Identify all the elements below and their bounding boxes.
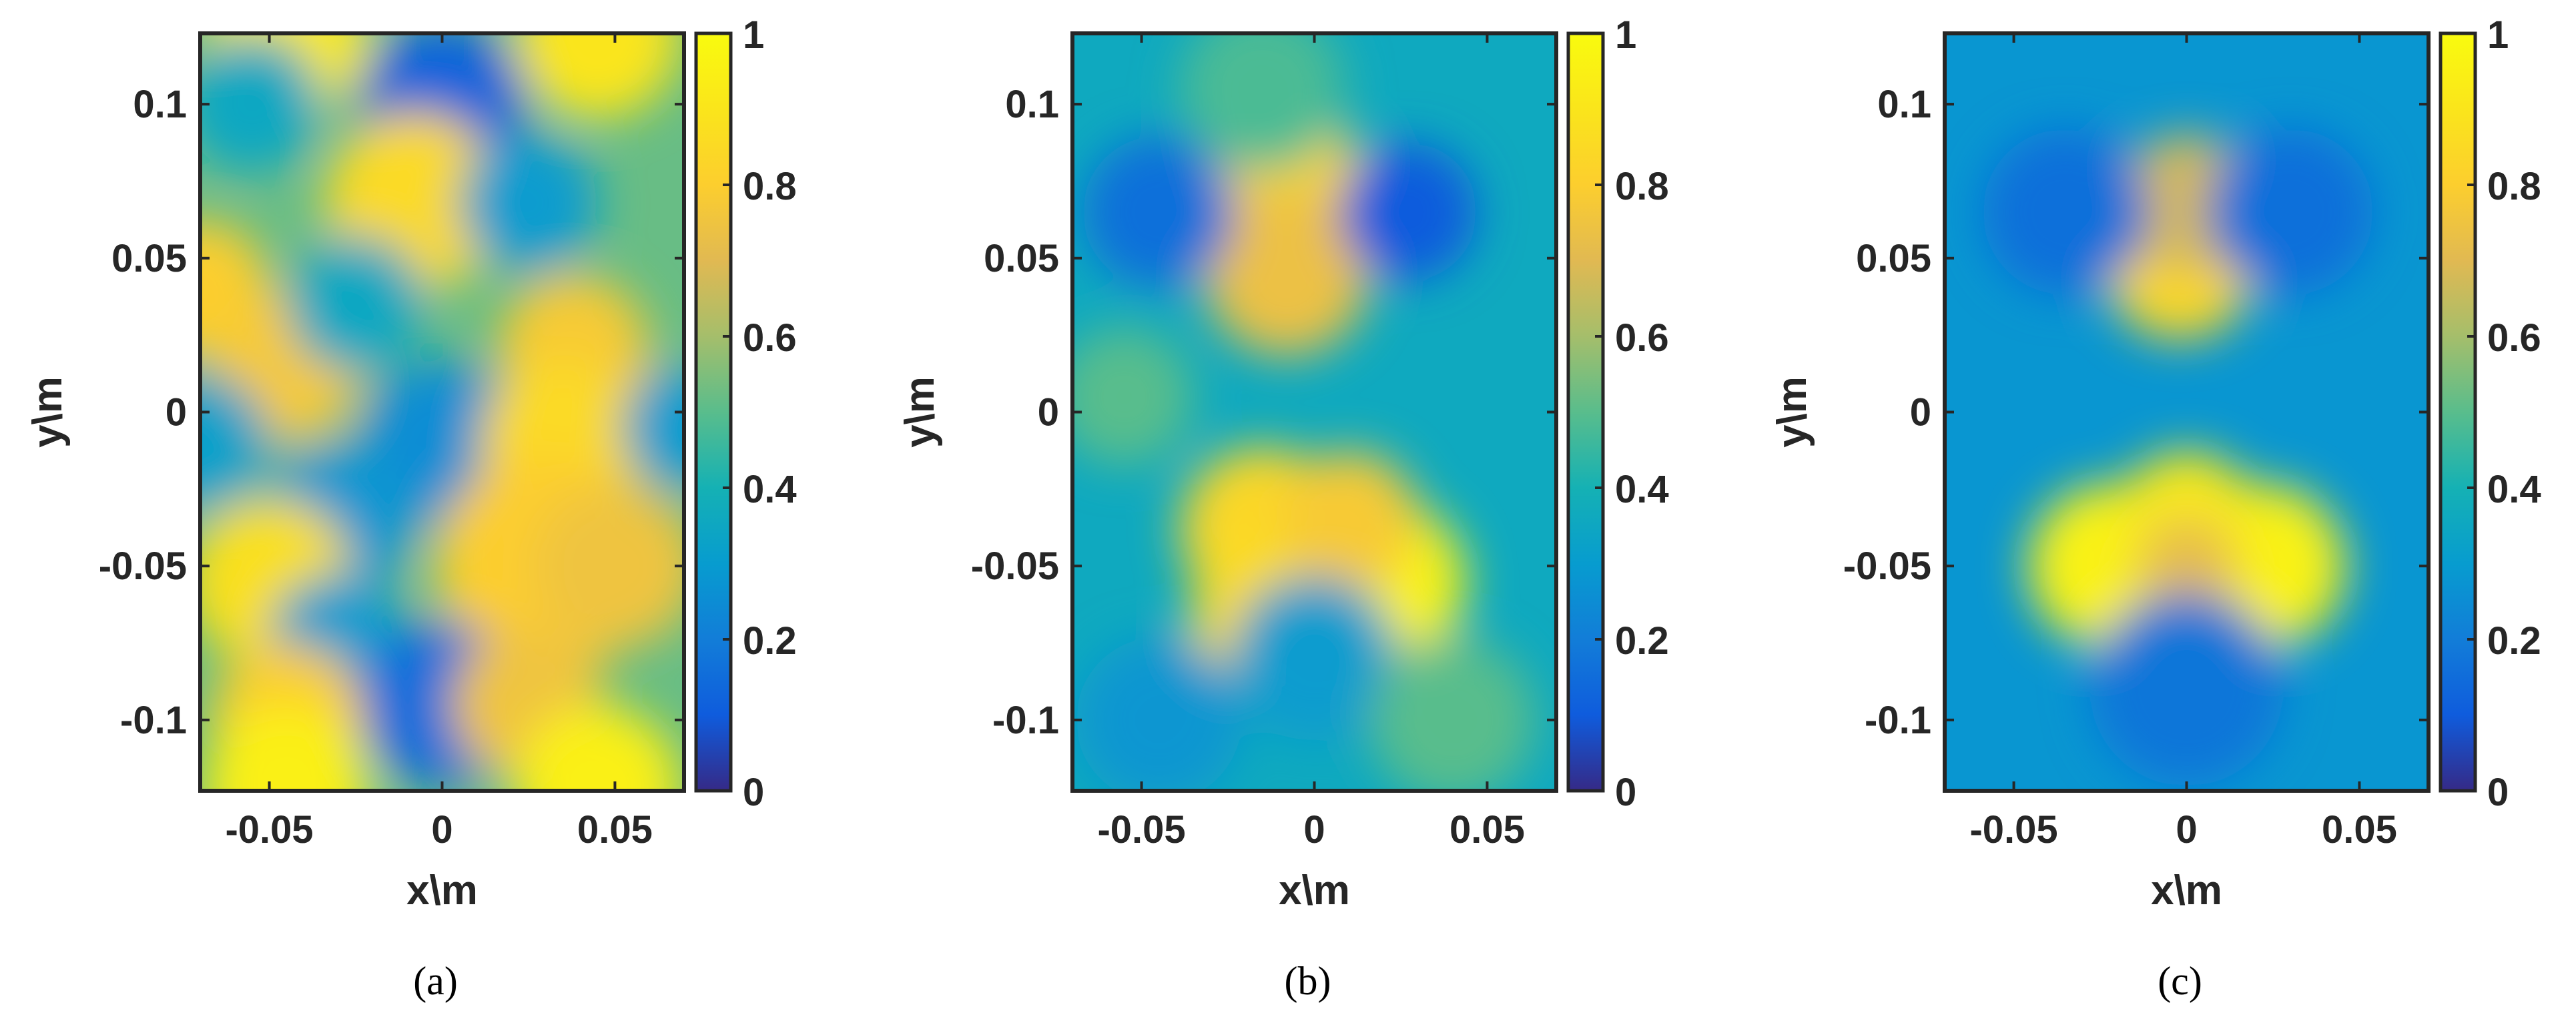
heatmap-blob bbox=[1982, 129, 2149, 295]
y-tick-label: 0 bbox=[1910, 391, 1931, 434]
colorbar-tick-label: 0.8 bbox=[2487, 165, 2541, 208]
heatmap-field bbox=[1072, 33, 1556, 791]
y-tick-label: 0.1 bbox=[133, 83, 187, 126]
heatmap-panels: -0.05 0 0.05 0.1 0.05 0 -0.05 -0.1 x\m y\m 1 0.8 0.6… bbox=[25, 13, 2541, 1003]
colorbar-tick-label: 0.6 bbox=[2487, 316, 2541, 360]
heatmap-blob bbox=[1279, 450, 1418, 589]
colorbar-tick-label: 0 bbox=[2487, 771, 2509, 814]
heatmap-blob bbox=[621, 365, 684, 490]
subfigure-caption: (c) bbox=[2158, 959, 2202, 1003]
colorbar bbox=[2439, 31, 2477, 793]
colorbar-tick-label: 0.2 bbox=[743, 619, 797, 663]
subfigure-caption: (b) bbox=[1285, 959, 1331, 1003]
heatmap-blob bbox=[204, 705, 370, 791]
y-tick-label: 0 bbox=[166, 391, 187, 434]
heatmap-blob bbox=[515, 705, 681, 791]
y-tick-label: 0.05 bbox=[984, 237, 1059, 280]
y-axis-label: y\m bbox=[25, 376, 71, 448]
colorbar-tick-label: 0 bbox=[1615, 771, 1636, 814]
heatmap-blob bbox=[515, 33, 681, 119]
heatmap-blob bbox=[1076, 637, 1242, 791]
colorbar-tick-label: 0.8 bbox=[1615, 165, 1669, 208]
x-axis-label: x\m bbox=[1279, 868, 1350, 914]
x-tick-label: 0.05 bbox=[2322, 808, 2397, 851]
heatmap-blob bbox=[459, 133, 598, 272]
x-tick-label: -0.05 bbox=[225, 808, 313, 851]
heatmap-panel: -0.05 0 0.05 0.1 0.05 0 -0.05 -0.1 x\m y\m 1 0.8 0.6… bbox=[1769, 13, 2541, 1003]
x-tick-label: 0 bbox=[431, 808, 452, 851]
x-tick-label: 0 bbox=[2176, 808, 2197, 851]
heatmap-blob bbox=[1203, 190, 1370, 357]
colorbar bbox=[1566, 31, 1605, 793]
heatmap-blob bbox=[2207, 129, 2374, 295]
x-tick-label: -0.05 bbox=[1969, 808, 2057, 851]
heatmap-field bbox=[1945, 33, 2429, 791]
y-tick-label: -0.1 bbox=[992, 699, 1059, 742]
colorbar-tick-label: 0.8 bbox=[743, 165, 797, 208]
heatmap-blob bbox=[200, 374, 270, 512]
subfigure-caption: (a) bbox=[413, 959, 458, 1003]
y-tick-label: 0.1 bbox=[1877, 83, 1931, 126]
y-tick-label: -0.05 bbox=[971, 545, 1059, 588]
heatmap-blob bbox=[532, 482, 684, 649]
y-tick-label: -0.05 bbox=[99, 545, 187, 588]
colorbar-tick-label: 0.4 bbox=[1615, 468, 1669, 511]
y-tick-label: 0.05 bbox=[1856, 237, 1931, 280]
x-axis-label: x\m bbox=[2151, 868, 2222, 914]
colorbar-tick-label: 0.4 bbox=[2487, 468, 2541, 511]
colorbar-tick-label: 1 bbox=[1615, 13, 1636, 57]
colorbar-tick-label: 0.2 bbox=[2487, 619, 2541, 663]
y-tick-label: 0.1 bbox=[1005, 83, 1059, 126]
colorbar-tick-label: 0.6 bbox=[743, 316, 797, 360]
heatmap-blob bbox=[1338, 143, 1477, 282]
heatmap-panel: -0.05 0 0.05 0.1 0.05 0 -0.05 -0.1 x\m y\m 1 0.8 0.6… bbox=[25, 13, 797, 1003]
y-tick-label: 0.05 bbox=[111, 237, 187, 280]
colorbar-tick-label: 0.2 bbox=[1615, 619, 1669, 663]
x-tick-label: 0.05 bbox=[1450, 808, 1525, 851]
x-tick-label: 0.05 bbox=[577, 808, 653, 851]
heatmap-blob bbox=[2089, 592, 2284, 786]
heatmap-blob bbox=[1231, 575, 1397, 741]
colorbar-tick-label: 0 bbox=[743, 771, 764, 814]
heatmap-field bbox=[200, 33, 684, 791]
heatmap-blob bbox=[200, 35, 322, 174]
colorbar bbox=[694, 31, 733, 793]
y-axis-label: y\m bbox=[897, 376, 943, 448]
heatmap-blob bbox=[286, 235, 425, 374]
y-tick-label: -0.05 bbox=[1843, 545, 1931, 588]
x-axis-label: x\m bbox=[406, 868, 478, 914]
y-axis-label: y\m bbox=[1769, 376, 1815, 448]
y-tick-label: 0 bbox=[1038, 391, 1059, 434]
colorbar-tick-label: 0.6 bbox=[1615, 316, 1669, 360]
heatmap-panel: -0.05 0 0.05 0.1 0.05 0 -0.05 -0.1 x\m y\m 1 0.8 0.6… bbox=[897, 13, 1669, 1003]
heatmap-blob bbox=[1369, 637, 1536, 791]
heatmap-blob bbox=[1179, 33, 1346, 172]
y-tick-label: -0.1 bbox=[120, 699, 187, 742]
x-tick-label: -0.05 bbox=[1097, 808, 1185, 851]
heatmap-blob bbox=[1082, 135, 1235, 288]
heatmap-blob bbox=[2138, 517, 2235, 615]
colorbar-tick-label: 1 bbox=[743, 13, 764, 57]
x-tick-label: 0 bbox=[1303, 808, 1325, 851]
heatmap-blob bbox=[1072, 327, 1194, 466]
y-tick-label: -0.1 bbox=[1865, 699, 1931, 742]
colorbar-tick-label: 1 bbox=[2487, 13, 2509, 57]
colorbar-tick-label: 0.4 bbox=[743, 468, 797, 511]
